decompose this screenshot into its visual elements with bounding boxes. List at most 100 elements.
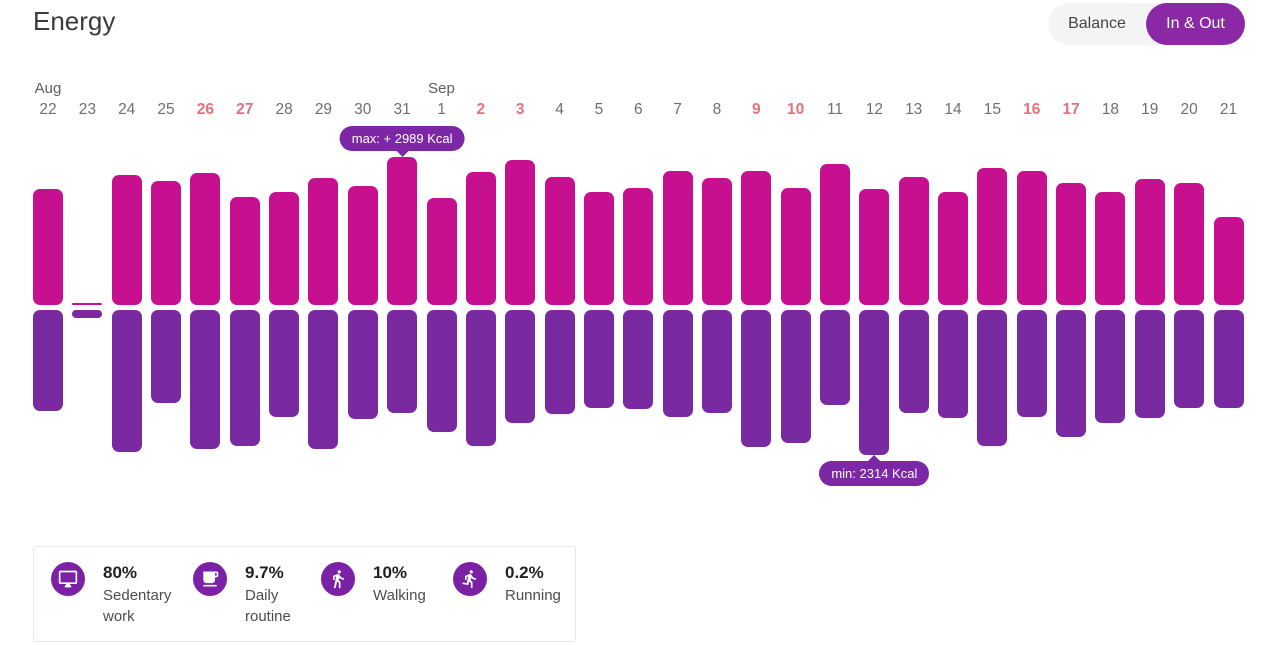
bar-energy-out[interactable] — [898, 310, 929, 413]
min-tooltip: min: 2314 Kcal — [819, 461, 930, 486]
running-icon — [453, 562, 487, 596]
bar-energy-out[interactable] — [977, 310, 1008, 446]
bar-energy-out[interactable] — [111, 310, 142, 452]
bar-energy-in[interactable] — [780, 188, 811, 305]
bar-energy-in[interactable] — [229, 197, 260, 305]
bar-energy-in[interactable] — [898, 177, 929, 305]
stat-value: 80% — [103, 563, 138, 582]
toggle-balance-button[interactable]: Balance — [1048, 3, 1146, 45]
day-label: 28 — [275, 101, 293, 118]
bar-energy-in[interactable] — [977, 168, 1008, 305]
monitor-icon — [51, 562, 85, 596]
day-label: 17 — [1062, 101, 1080, 118]
stat-label: Sedentary work — [103, 587, 172, 625]
bar-energy-in[interactable] — [33, 189, 63, 305]
bar-energy-out[interactable] — [1056, 310, 1087, 437]
bar-energy-in[interactable] — [1134, 179, 1165, 305]
bar-energy-in[interactable] — [583, 192, 614, 305]
bar-energy-out[interactable] — [33, 310, 63, 411]
bar-energy-out[interactable] — [859, 310, 890, 455]
bar-energy-in[interactable] — [465, 172, 496, 305]
bar-energy-in[interactable] — [269, 192, 300, 305]
stat-value: 10% — [373, 563, 408, 582]
bar-energy-in[interactable] — [1213, 217, 1244, 305]
bar-energy-out[interactable] — [505, 310, 536, 423]
day-label: 31 — [393, 101, 411, 118]
bar-energy-out[interactable] — [1174, 310, 1205, 408]
bar-energy-in[interactable] — [820, 164, 850, 305]
bar-energy-out[interactable] — [780, 310, 811, 443]
bar-energy-in[interactable] — [151, 181, 182, 305]
bar-energy-out[interactable] — [426, 310, 457, 432]
day-label: 2 — [476, 101, 486, 118]
walking-icon — [321, 562, 355, 596]
day-label: 21 — [1219, 101, 1238, 118]
bar-energy-in[interactable] — [190, 173, 221, 305]
max-tooltip-label: max: + 2989 Kcal — [351, 131, 453, 146]
day-label: 3 — [515, 101, 525, 118]
bar-energy-in[interactable] — [701, 178, 732, 305]
day-label: 13 — [905, 101, 923, 118]
day-label: 29 — [314, 101, 333, 118]
day-label: 24 — [118, 101, 136, 118]
bar-energy-out[interactable] — [387, 310, 418, 413]
bar-energy-out[interactable] — [1095, 310, 1126, 423]
bar-energy-out[interactable] — [269, 310, 300, 417]
toggle-in-out-button[interactable]: In & Out — [1146, 3, 1245, 45]
day-label: 12 — [865, 101, 883, 118]
bar-energy-out[interactable] — [701, 310, 732, 413]
bar-energy-out[interactable] — [1016, 310, 1047, 417]
day-label: 7 — [673, 101, 682, 118]
bar-energy-in[interactable] — [1056, 183, 1087, 305]
day-label: 23 — [78, 101, 96, 118]
bar-energy-in[interactable] — [1016, 171, 1047, 305]
bar-energy-in[interactable] — [662, 171, 693, 305]
bar-energy-out[interactable] — [662, 310, 693, 417]
day-label: 20 — [1180, 101, 1198, 118]
bar-energy-in[interactable] — [505, 160, 536, 305]
day-label: 6 — [633, 101, 643, 118]
bar-energy-out[interactable] — [1213, 310, 1244, 408]
day-label: 4 — [555, 101, 564, 118]
bar-energy-in[interactable] — [1095, 192, 1126, 305]
bar-energy-out[interactable] — [308, 310, 339, 449]
bar-energy-out[interactable] — [151, 310, 182, 403]
bar-energy-in[interactable] — [623, 188, 654, 305]
stat-daily-routine: 9.7% Daily routine — [193, 562, 323, 627]
bar-energy-out[interactable] — [544, 310, 575, 414]
bar-energy-out[interactable] — [741, 310, 772, 447]
bar-energy-in[interactable] — [859, 189, 890, 305]
bar-energy-in[interactable] — [1174, 183, 1205, 305]
day-label: 1 — [437, 101, 446, 118]
bar-energy-out[interactable] — [72, 310, 103, 318]
bar-energy-in[interactable] — [308, 178, 339, 305]
bar-energy-in[interactable] — [111, 175, 142, 305]
bar-energy-in[interactable] — [741, 171, 772, 305]
day-label: 16 — [1023, 101, 1041, 118]
bar-energy-in[interactable] — [426, 198, 457, 305]
bar-energy-out[interactable] — [465, 310, 496, 446]
cup-icon — [193, 562, 227, 596]
bar-energy-out[interactable] — [583, 310, 614, 408]
max-tooltip: max: + 2989 Kcal — [339, 126, 465, 151]
day-label: 22 — [39, 101, 57, 118]
day-label: 9 — [751, 101, 761, 118]
day-label: 25 — [157, 101, 175, 118]
bar-energy-in[interactable] — [72, 303, 103, 305]
bar-energy-out[interactable] — [938, 310, 969, 418]
day-label: 27 — [236, 101, 254, 118]
bar-energy-in[interactable] — [387, 157, 418, 305]
bar-energy-in[interactable] — [347, 186, 378, 305]
bar-energy-out[interactable] — [347, 310, 378, 419]
bar-energy-out[interactable] — [820, 310, 850, 405]
bar-energy-out[interactable] — [623, 310, 654, 409]
day-label: 19 — [1141, 101, 1159, 118]
bar-energy-out[interactable] — [190, 310, 221, 449]
bar-energy-in[interactable] — [544, 177, 575, 305]
stat-walking: 10% Walking — [321, 562, 426, 606]
stat-value: 0.2% — [505, 563, 544, 582]
min-tooltip-label: min: 2314 Kcal — [831, 466, 918, 481]
bar-energy-out[interactable] — [229, 310, 260, 446]
bar-energy-out[interactable] — [1134, 310, 1165, 418]
bar-energy-in[interactable] — [938, 192, 969, 305]
